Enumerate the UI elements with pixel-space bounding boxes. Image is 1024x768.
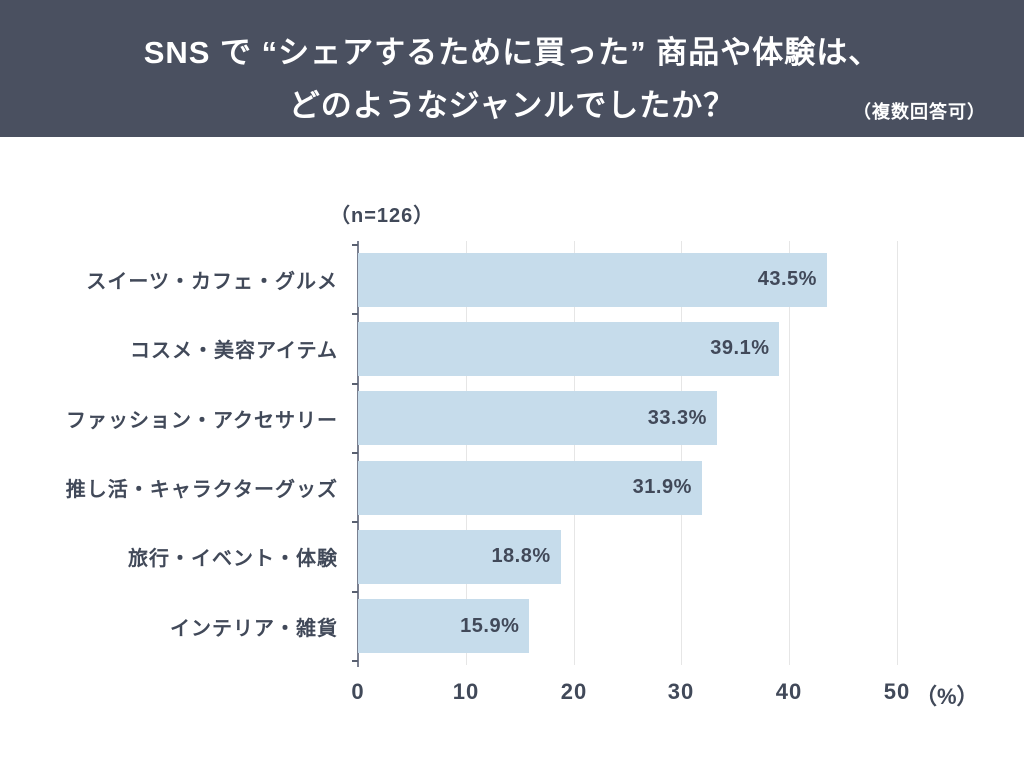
x-axis: 0 10 20 30 40 50 （%） (351, 679, 998, 709)
x-axis-unit-label: （%） (915, 684, 979, 709)
sample-size-label: （n=126） (330, 205, 435, 227)
x-tick-label-20: 20 (560, 679, 588, 704)
y-axis-tick (352, 383, 358, 385)
category-label: 旅行・イベント・体験 (128, 548, 338, 571)
value-label: 39.1% (710, 337, 770, 360)
bar-sweets-cafe-gourmet: 43.5% (358, 252, 827, 307)
category-label: インテリア・雑貨 (170, 617, 338, 640)
y-axis-tick (352, 521, 358, 523)
bar-fashion-accessories: 33.3% (358, 391, 717, 446)
category-label: コスメ・美容アイテム (130, 340, 338, 363)
bar-cosmetics-beauty: 39.1% (358, 321, 780, 376)
y-axis-tick (352, 244, 358, 246)
gridline-30 (681, 241, 682, 665)
chart-title-line2: どのようなジャンルでしたか？ (288, 88, 736, 123)
bar-row: 31.9% (358, 453, 897, 522)
value-label: 18.8% (491, 545, 551, 568)
value-label: 31.9% (632, 476, 692, 499)
gridline-40 (789, 241, 790, 665)
value-label: 43.5% (757, 268, 817, 291)
x-tick-label-0: 0 (351, 679, 365, 704)
y-axis-line (357, 241, 359, 667)
bar-travel-events-experiences: 18.8% (358, 529, 561, 584)
y-axis-tick (352, 660, 358, 662)
gridline-20 (574, 241, 575, 665)
bar-row: 18.8% (358, 522, 897, 591)
y-axis-tick (352, 452, 358, 454)
category-label: 推し活・キャラクターグッズ (65, 479, 338, 502)
value-label: 33.3% (647, 406, 707, 429)
gridline-10 (466, 241, 467, 665)
category-label: ファッション・アクセサリー (66, 409, 338, 432)
multiple-answers-note: （複数回答可） (853, 102, 986, 122)
category-label: スイーツ・カフェ・グルメ (86, 271, 338, 294)
x-tick-label-40: 40 (775, 679, 803, 704)
value-label: 15.9% (460, 614, 520, 637)
plot-area: 43.5% 39.1% 33.3% 31.9% 18.8% (352, 241, 898, 667)
x-tick-label-50: 50 (883, 679, 911, 704)
bar-row: 43.5% (358, 245, 897, 314)
bar-row: 39.1% (358, 314, 897, 383)
y-axis-tick (352, 313, 358, 315)
bar-oshikatsu-character-goods: 31.9% (358, 460, 702, 515)
x-tick-label-10: 10 (452, 679, 480, 704)
category-axis: スイーツ・カフェ・グルメ コスメ・美容アイテム ファッション・アクセサリー 推し… (0, 245, 338, 661)
bar-row: 33.3% (358, 384, 897, 453)
y-axis-tick (352, 591, 358, 593)
chart-title-line1: SNS で “シェアするために買った” 商品や体験は、 (143, 35, 881, 70)
bar-interior-zakka: 15.9% (358, 599, 530, 654)
x-tick-label-30: 30 (667, 679, 695, 704)
bar-chart: 43.5% 39.1% 33.3% 31.9% 18.8% (358, 245, 897, 661)
bar-row: 15.9% (358, 592, 897, 661)
gridline-50 (897, 241, 898, 665)
header-banner: SNS で “シェアするために買った” 商品や体験は、 どのようなジャンルでした… (0, 0, 1024, 137)
